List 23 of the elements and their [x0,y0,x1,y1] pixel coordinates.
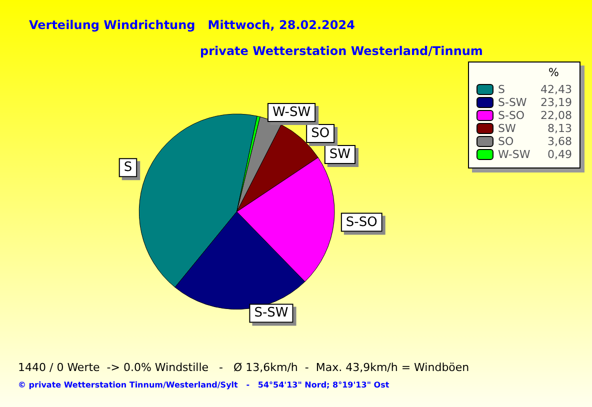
legend-label: SO [498,135,514,148]
data-label: 3,68 [548,135,572,148]
category-label: SO [311,126,330,142]
slice-label: S-SW [254,306,288,321]
legend-label: S-SO [498,109,525,122]
data-label: 42,43 [540,83,572,96]
legend-label: W-SW [498,148,530,161]
legend-label: SW [498,122,516,135]
slice-label: SW [329,147,351,162]
data-label: 0,49 [548,148,572,161]
data-label: 22,08 [540,109,572,122]
slice-label: S [124,160,132,176]
category-label: W-SW [272,105,311,120]
legend-label: S [498,83,505,96]
text: © private Wetterstation Tinnum/Westerland/Sylt - 54°54'13" Nord; 8°19'13" Ost [18,380,390,390]
legend-label: S-SW [498,96,527,109]
slice-label: S-SO [346,214,378,230]
text: 1440 / 0 Werte -> 0.0% Windstille - Ø 13,6km/h - Max. 43,9km/h = Windböen [18,361,470,374]
data-label: 23,19 [540,96,572,109]
chart-title: Verteilung Windrichtung Mittwoch, 28.02.2024 [29,18,355,32]
chart-subtitle: private Wetterstation Westerland/Tinnum [200,44,483,58]
data-label: 8,13 [548,122,572,135]
legend-title: % [548,66,559,79]
